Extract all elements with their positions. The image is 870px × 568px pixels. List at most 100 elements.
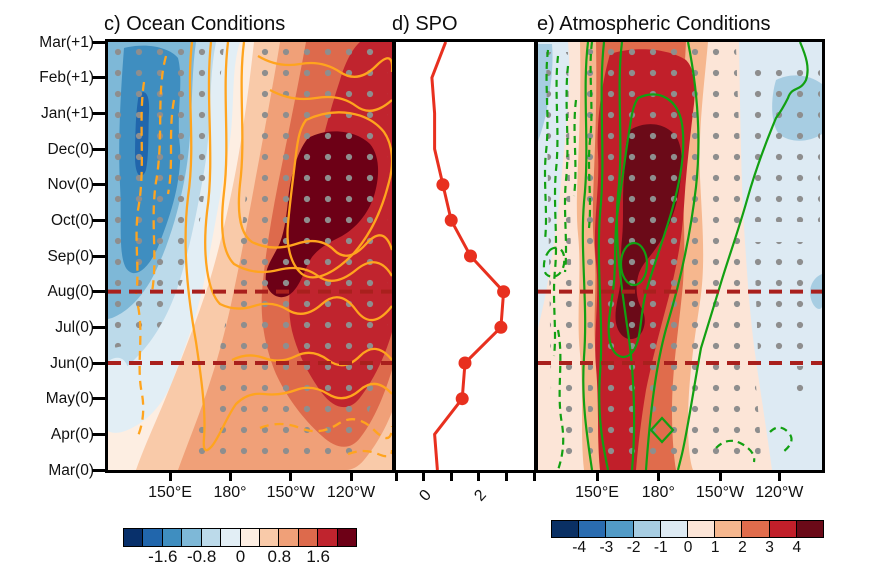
atmos-colorbar-tick-label: -4 (572, 539, 587, 556)
x-axis-tick (532, 470, 536, 481)
ocean-colorbar-tick-label: -0.8 (187, 547, 217, 566)
spo-significant-marker (494, 320, 508, 334)
x-axis-tick (394, 470, 398, 481)
x-axis-tick (168, 470, 172, 481)
y-axis-tick (92, 147, 105, 151)
atmos-colorbar-cell (551, 520, 580, 538)
x-axis-longitude-label: 150°E (148, 484, 192, 501)
spo-significant-marker (497, 285, 511, 299)
atmos-colorbar-tick-label: -2 (626, 539, 641, 556)
y-axis-tick (92, 290, 105, 294)
x-axis-tick (422, 470, 426, 481)
x-axis-longitude-label: 180° (641, 484, 675, 501)
y-axis-month-label: May(0) (45, 390, 94, 408)
y-axis-tick (92, 432, 105, 436)
spo-significant-marker (464, 249, 477, 263)
atmos-colorbar-tick-label: 3 (765, 539, 774, 556)
x-axis-tick (449, 470, 453, 481)
y-axis-tick (92, 76, 105, 80)
x-axis-longitude-label: 150°W (266, 484, 315, 501)
y-axis-tick (92, 361, 105, 365)
x-axis-longitude-label: 120°W (326, 484, 376, 501)
y-axis-month-label: Jul(0) (55, 318, 94, 336)
ocean-colorbar-cell (336, 528, 358, 547)
atmos-colorbar-cell (768, 520, 797, 538)
x-axis-spo-label: 0 (415, 486, 435, 505)
panel-c-title: c) Ocean Conditions (104, 13, 286, 35)
ocean-colorbar-cell (220, 528, 241, 547)
y-axis-tick (92, 325, 105, 329)
x-axis-tick (349, 470, 353, 481)
atmos-colorbar-cell (578, 520, 607, 538)
x-axis-tick (777, 470, 781, 481)
y-axis-month-label: Sep(0) (47, 247, 94, 265)
y-axis-month-label: Dec(0) (47, 140, 94, 158)
ocean-colorbar-cell (278, 528, 299, 547)
y-axis-month-label: Jan(+1) (41, 104, 94, 122)
ocean-colorbar-tick-label: 1.6 (306, 547, 330, 566)
y-axis-month-label: Jun(0) (50, 354, 94, 372)
atmos-colorbar-tick-label: -1 (653, 539, 668, 556)
y-axis-month-label: Feb(+1) (39, 69, 94, 87)
spo-significant-marker (458, 356, 472, 370)
y-axis-tick (92, 218, 105, 222)
atmos-colorbar-tick-label: 2 (738, 539, 747, 556)
ocean-contour-lines-orange (134, 42, 392, 458)
ocean-colorbar-cell (200, 528, 222, 547)
atmos-contour-lines-green (542, 42, 809, 470)
x-axis-longitude-label: 180° (213, 484, 247, 501)
x-axis-tick (477, 470, 481, 481)
atmos-colorbar-tick-label: 4 (792, 539, 802, 556)
x-axis-tick (289, 470, 293, 481)
atmos-colorbar-cell (632, 520, 661, 538)
y-axis-tick (92, 254, 105, 258)
ocean-colorbar-tick-label: 0 (235, 547, 246, 566)
x-axis-tick (228, 470, 232, 481)
panel-d-title: d) SPO (392, 13, 458, 35)
ocean-colorbar-cell (161, 528, 183, 547)
atmos-colorbar-tick-label: -3 (599, 539, 614, 556)
atmos-colorbar-cell (687, 520, 716, 538)
y-axis-month-label: Nov(0) (47, 176, 94, 194)
x-axis-spo-label: 2 (471, 486, 490, 505)
ocean-colorbar (123, 528, 358, 547)
atmos-colorbar (551, 520, 825, 538)
x-axis-longitude-label: 150°W (695, 484, 745, 501)
ocean-colorbar-tick-label: 0.8 (267, 547, 292, 566)
y-axis-month-label: Mar(0) (48, 461, 94, 479)
spo-significant-marker (444, 213, 458, 227)
atmos-colorbar-cell (714, 520, 743, 538)
x-axis-tick (718, 470, 722, 481)
y-axis-tick (92, 468, 105, 472)
y-axis-tick (92, 111, 105, 115)
y-axis-month-label: Aug(0) (47, 283, 94, 301)
analysis-period-dashed-lines (108, 289, 392, 365)
y-axis-month-label: Oct(0) (50, 211, 94, 229)
ocean-conditions-plot (105, 39, 395, 473)
atmospheric-conditions-plot (535, 39, 825, 473)
panel-e-title: e) Atmospheric Conditions (537, 13, 771, 35)
atmos-colorbar-cell (659, 520, 689, 538)
y-axis-month-label: Apr(0) (50, 425, 94, 443)
atmos-colorbar-cell (795, 520, 825, 538)
x-axis-longitude-label: 120°W (755, 484, 804, 501)
spo-significant-marker (455, 392, 469, 406)
analysis-period-dashed-lines (538, 289, 822, 365)
y-axis-tick (92, 397, 105, 401)
spo-significant-marker (436, 178, 450, 192)
ocean-colorbar-cell (297, 528, 319, 547)
ocean-colorbar-tick-label: -1.6 (148, 547, 178, 566)
ocean-colorbar-cell (258, 528, 280, 547)
spo-index-plot (393, 39, 537, 473)
y-axis-tick (92, 183, 105, 187)
y-axis-month-label: Mar(+1) (39, 33, 94, 51)
ocean-colorbar-cell (142, 528, 163, 547)
ocean-colorbar-cell (123, 528, 144, 547)
x-axis-longitude-label: 150°E (575, 484, 619, 501)
ocean-colorbar-cell (239, 528, 260, 547)
x-axis-tick (656, 470, 660, 481)
atmos-colorbar-cell (741, 520, 770, 538)
atmos-colorbar-tick-label: 1 (710, 539, 720, 556)
ocean-colorbar-cell (181, 528, 202, 547)
